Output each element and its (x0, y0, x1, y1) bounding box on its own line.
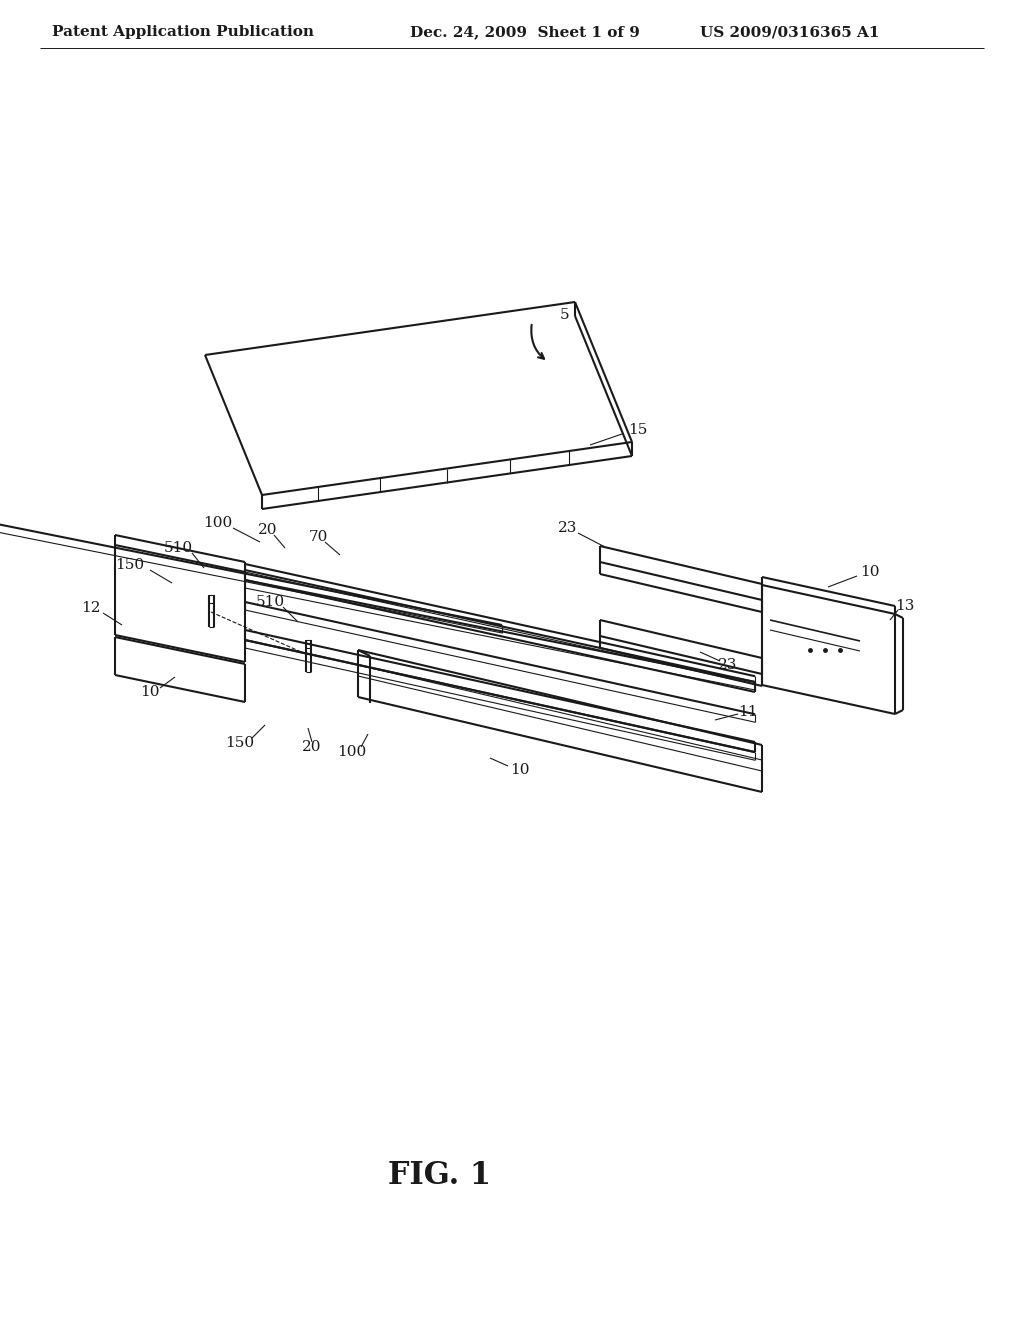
Text: 23: 23 (558, 521, 578, 535)
Text: 10: 10 (510, 763, 529, 777)
Text: 70: 70 (308, 531, 328, 544)
Text: US 2009/0316365 A1: US 2009/0316365 A1 (700, 25, 880, 40)
Text: 13: 13 (895, 599, 914, 612)
Text: Patent Application Publication: Patent Application Publication (52, 25, 314, 40)
Text: 510: 510 (255, 595, 285, 609)
Text: 10: 10 (140, 685, 160, 700)
Text: 11: 11 (738, 705, 758, 719)
Text: 23: 23 (718, 657, 737, 672)
Text: 150: 150 (116, 558, 144, 572)
Text: FIG. 1: FIG. 1 (388, 1159, 492, 1191)
Text: 150: 150 (225, 737, 255, 750)
Text: 12: 12 (81, 601, 100, 615)
Text: 20: 20 (258, 523, 278, 537)
Text: 20: 20 (302, 741, 322, 754)
Text: 15: 15 (629, 422, 648, 437)
Text: 10: 10 (860, 565, 880, 579)
Text: 510: 510 (164, 541, 193, 554)
Text: Dec. 24, 2009  Sheet 1 of 9: Dec. 24, 2009 Sheet 1 of 9 (410, 25, 640, 40)
Text: 5: 5 (560, 308, 569, 322)
Text: 100: 100 (204, 516, 232, 531)
Text: 100: 100 (337, 744, 367, 759)
